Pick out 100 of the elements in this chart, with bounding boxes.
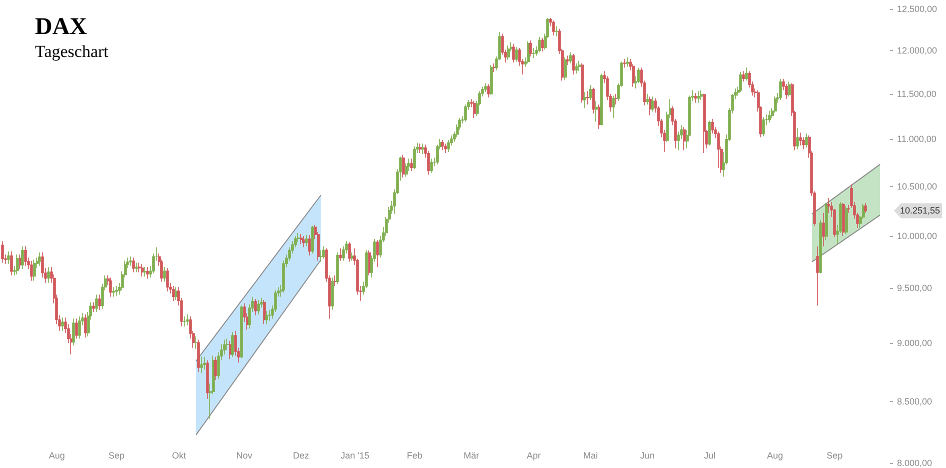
candlestick — [263, 300, 266, 325]
candlestick — [254, 298, 257, 316]
y-tick-label: 12.500,00 — [897, 4, 938, 14]
candlestick — [623, 58, 626, 68]
candlestick — [711, 118, 714, 134]
candlestick — [141, 263, 144, 277]
candlestick — [788, 81, 791, 97]
text: Tageschart — [35, 42, 109, 61]
candlestick — [569, 52, 572, 64]
candlestick — [268, 309, 271, 322]
candlestick — [334, 275, 337, 286]
candlestick — [612, 95, 615, 118]
candlestick — [541, 37, 544, 52]
x-tick-label: Jul — [704, 450, 716, 460]
candlestick — [600, 73, 603, 126]
candlestick — [592, 87, 595, 114]
x-tick-label: Mär — [464, 450, 480, 460]
candlestick — [816, 246, 819, 306]
candlestick — [47, 266, 50, 284]
y-tick-label: 8.500,00 — [897, 396, 932, 406]
candlestick — [75, 318, 78, 340]
candlestick — [257, 300, 260, 315]
candlestick — [799, 132, 802, 146]
candlestick — [175, 286, 178, 300]
candlestick — [16, 254, 19, 275]
candlestick — [413, 146, 416, 170]
candlestick — [336, 252, 339, 284]
candlestick — [300, 234, 303, 245]
candlestick — [186, 314, 189, 326]
x-tick-label: Sep — [108, 450, 125, 460]
candlestick — [115, 286, 118, 296]
candlestick — [376, 240, 379, 268]
candlestick — [302, 236, 305, 248]
candlestick — [203, 356, 206, 370]
x-tick-label: Aug — [48, 450, 65, 460]
candlestick — [265, 310, 268, 325]
candlestick — [742, 70, 745, 82]
candlestick — [322, 246, 325, 260]
y-tick-label: 11.500,00 — [897, 88, 936, 99]
candlestick — [84, 314, 87, 338]
candlestick — [206, 360, 209, 400]
candlestick — [78, 316, 81, 340]
y-tick-label: 10.500,00 — [897, 181, 938, 192]
candlestick — [21, 246, 24, 270]
candlestick — [739, 72, 742, 92]
candlestick — [308, 234, 311, 256]
candlestick — [493, 62, 496, 72]
candlestick — [527, 40, 530, 64]
candlestick — [805, 133, 808, 148]
x-tick-label: Apr — [526, 450, 541, 460]
candlestick — [796, 128, 799, 150]
x-tick-label: Sep — [826, 450, 843, 460]
x-tick-label: Feb — [406, 450, 422, 460]
y-tick-label: 9.500,00 — [897, 283, 932, 294]
candlestick — [589, 84, 592, 100]
candlestick — [305, 234, 308, 247]
candlestick — [129, 256, 132, 266]
candlestick — [405, 162, 408, 178]
y-tick-label: 12.000,00 — [897, 46, 938, 56]
candlestick — [195, 336, 198, 350]
candlestick — [19, 254, 22, 270]
candlestick — [646, 93, 649, 105]
candlestick — [586, 90, 589, 105]
candlestick — [802, 136, 805, 150]
candlestick — [410, 158, 413, 172]
chart-title: DAX — [35, 14, 88, 40]
candlestick — [319, 250, 322, 262]
candlestick — [226, 338, 229, 350]
candlestick — [24, 246, 27, 266]
x-tick-label: Okt — [172, 450, 186, 460]
x-tick-label: Mai — [583, 450, 598, 460]
candlestick — [717, 131, 720, 169]
y-tick-label: 8.000,00 — [897, 458, 932, 468]
candlestick — [1, 240, 4, 264]
candlestick — [683, 126, 686, 151]
candlestick — [651, 96, 654, 112]
candlestick — [745, 67, 748, 82]
candlestick — [430, 158, 433, 174]
candlestick — [515, 46, 518, 62]
candlestick — [92, 302, 95, 312]
candlestick — [351, 252, 354, 262]
candlestick — [109, 277, 112, 298]
candlestick — [768, 110, 771, 123]
candlestick — [822, 212, 825, 247]
candlestick — [697, 90, 700, 104]
candlestick — [166, 268, 169, 292]
candlestick — [72, 318, 75, 346]
candlestick — [845, 206, 848, 234]
candlestick — [10, 250, 13, 276]
candlestick — [183, 316, 186, 327]
candlestick — [708, 120, 711, 146]
candlestick — [703, 93, 706, 154]
y-tick-label: 10.000,00 — [897, 231, 938, 241]
candlestick — [490, 64, 493, 96]
candlestick — [564, 56, 567, 80]
candlestick — [512, 43, 515, 63]
candlestick — [700, 90, 703, 100]
candlestick — [7, 250, 10, 264]
candlestick — [626, 56, 629, 68]
candlestick — [555, 26, 558, 37]
